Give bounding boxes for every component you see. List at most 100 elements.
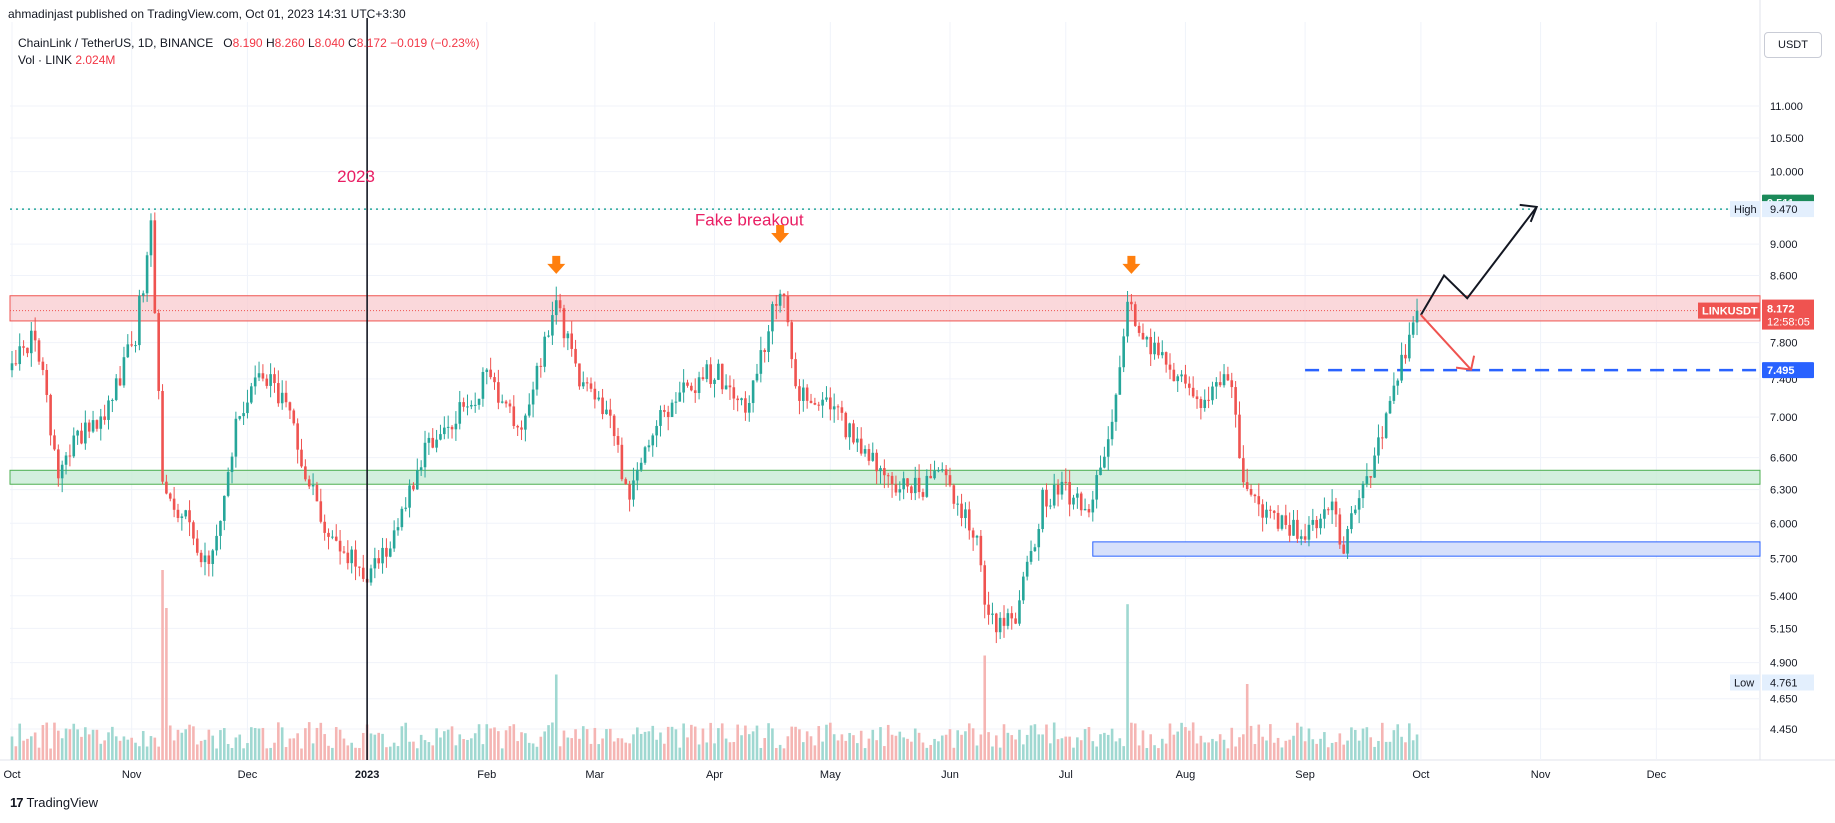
- volume-bar: [1342, 744, 1345, 760]
- volume-bar: [1238, 737, 1241, 760]
- candle-body: [149, 220, 153, 256]
- candle-body: [1118, 367, 1122, 395]
- volume-bar: [84, 727, 87, 760]
- volume-bar: [284, 747, 288, 760]
- candle-body: [319, 501, 323, 522]
- volume-bar: [1010, 735, 1014, 760]
- candle-body: [1280, 515, 1284, 529]
- candle-body: [1288, 524, 1291, 536]
- volume-bar: [852, 735, 855, 760]
- volume-bar: [991, 746, 994, 760]
- price-tick-label: 5.700: [1770, 554, 1798, 566]
- candle-body: [952, 485, 956, 504]
- volume-bar: [473, 733, 477, 760]
- volume-bar: [1319, 738, 1322, 760]
- candle-body: [682, 382, 685, 393]
- candle-body: [1014, 618, 1017, 624]
- price-axis[interactable]: 4.450 4.650 4.900 5.150 5.400 5.700 6.000 6.300…: [1698, 101, 1814, 736]
- fake-breakout-annotation: Fake breakout: [695, 210, 804, 229]
- volume-bar: [539, 736, 543, 760]
- volume-bar: [165, 608, 168, 760]
- time-axis[interactable]: Oct Nov Dec 2023 Feb Mar Apr May Jun Jul Aug Sep Oct…: [3, 769, 1666, 781]
- time-tick-label: May: [820, 769, 841, 781]
- volume-bar: [736, 724, 739, 760]
- volume-bar: [601, 738, 604, 760]
- candle-body: [180, 516, 184, 518]
- candle-body: [1377, 437, 1380, 456]
- volume-bar: [836, 740, 840, 760]
- volume-bar: [620, 738, 624, 760]
- volume-bar: [30, 736, 33, 760]
- candle-body: [601, 397, 604, 415]
- candle-body: [782, 293, 786, 297]
- candle-body: [562, 308, 566, 339]
- candle-body: [1045, 489, 1048, 507]
- volume-bar: [1311, 739, 1315, 760]
- volume-bar: [871, 729, 875, 760]
- volume-bar: [1242, 734, 1245, 760]
- candle-body: [624, 479, 628, 485]
- volume-bar: [1408, 723, 1411, 760]
- volume-bar: [215, 748, 218, 760]
- volume-bar: [566, 737, 570, 760]
- volume-bar: [450, 726, 454, 760]
- volume-bar: [933, 738, 936, 760]
- volume-bar: [728, 742, 732, 760]
- volume-bar: [168, 725, 172, 760]
- candle-body: [346, 552, 350, 564]
- volume-bar: [134, 742, 137, 760]
- candle-body: [894, 484, 898, 493]
- candle-body: [906, 478, 909, 487]
- volume-bar: [404, 722, 408, 760]
- candle-body: [543, 336, 546, 367]
- volume-bar: [18, 723, 22, 760]
- volume-bar: [1191, 722, 1195, 760]
- volume-bar: [1041, 734, 1044, 760]
- candle-body: [1018, 600, 1021, 624]
- candle-body: [1079, 493, 1083, 511]
- candle-body: [1326, 509, 1330, 511]
- candle-body: [37, 340, 41, 362]
- symbol-title: ChainLink / TetherUS, 1D, BINANCE: [18, 36, 214, 50]
- candle-body: [829, 397, 832, 410]
- candle-body: [655, 425, 658, 436]
- volume-bar: [755, 725, 759, 760]
- candle-body: [620, 444, 624, 480]
- volume-bar: [535, 746, 539, 760]
- candle-body: [736, 398, 739, 401]
- candle-body: [1103, 456, 1106, 468]
- candle-body: [921, 492, 925, 497]
- volume-bar: [798, 729, 801, 760]
- volume-bar: [829, 722, 832, 760]
- volume-bar: [1064, 736, 1068, 760]
- bearish-projection-path: [1420, 314, 1472, 371]
- currency-button[interactable]: USDT: [1764, 32, 1822, 58]
- candle-body: [1126, 301, 1129, 337]
- candle-body: [817, 404, 821, 406]
- volume-bar: [944, 734, 948, 760]
- candle-body: [485, 369, 489, 372]
- candle-body: [1037, 529, 1041, 548]
- candle-body: [759, 350, 763, 374]
- candle-body: [1404, 354, 1407, 359]
- candle-body: [1064, 481, 1068, 483]
- volume-bar: [49, 748, 52, 760]
- candle-body: [211, 550, 215, 564]
- volume-bar: [338, 729, 342, 760]
- volume-bar: [1172, 734, 1176, 760]
- volume-bar: [960, 734, 963, 760]
- candle-body: [886, 475, 890, 477]
- candle-body: [570, 333, 573, 349]
- time-tick-label: Nov: [1531, 769, 1551, 781]
- candle-body: [114, 378, 118, 400]
- candle-body: [678, 392, 682, 402]
- high-value-bg: [1762, 201, 1814, 218]
- volume-bar: [1249, 725, 1253, 760]
- candle-body: [87, 422, 91, 432]
- volume-bar: [832, 734, 836, 760]
- candle-body: [261, 373, 265, 379]
- volume-bar: [585, 729, 589, 760]
- candle-body: [26, 347, 29, 354]
- volume-bar: [373, 734, 377, 760]
